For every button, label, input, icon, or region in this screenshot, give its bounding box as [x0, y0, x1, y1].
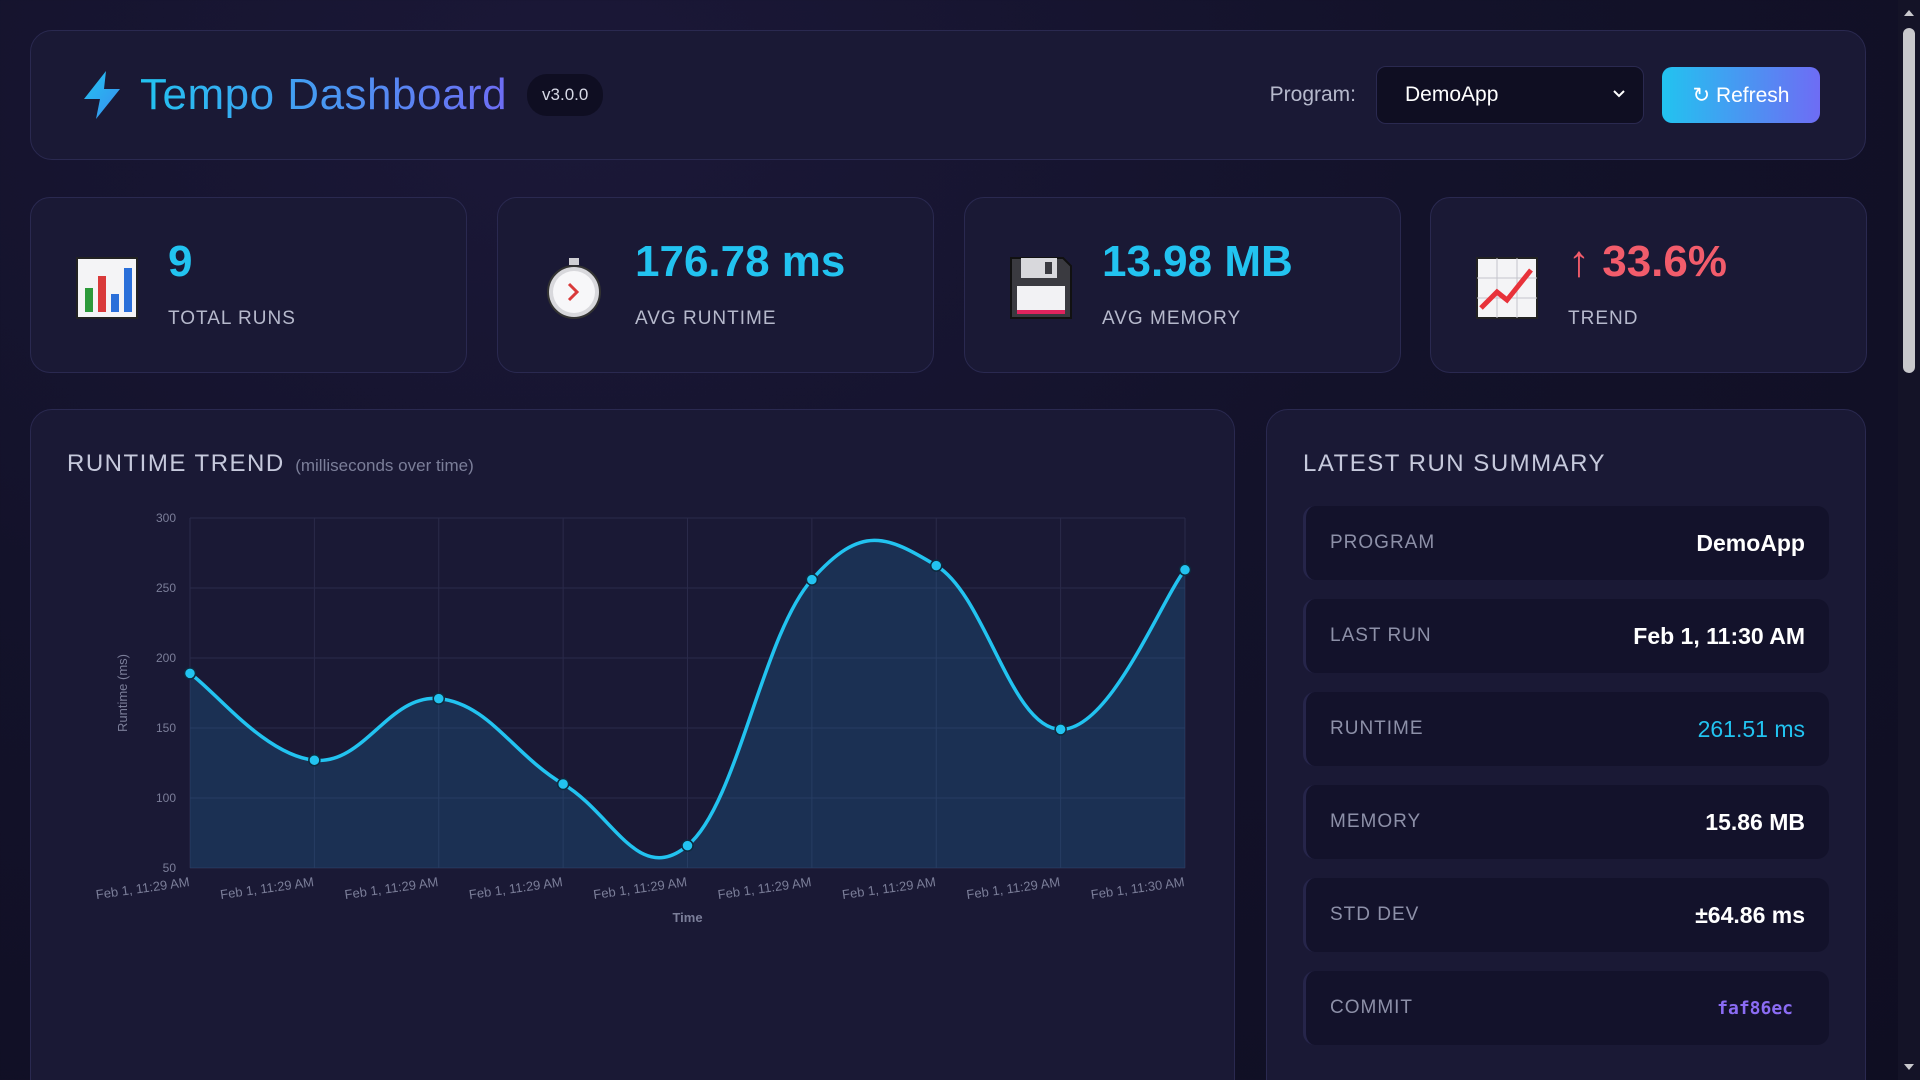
program-select-value: DemoApp — [1405, 83, 1499, 106]
summary-row-last-run: LAST RUN Feb 1, 11:30 AM — [1303, 599, 1829, 673]
row-value: 15.86 MB — [1705, 808, 1805, 835]
data-point — [1178, 563, 1192, 577]
y-axis-title: Runtime (ms) — [115, 654, 130, 732]
row-label: LAST RUN — [1330, 625, 1432, 646]
stat-card-avg-runtime: 176.78 ms AVG RUNTIME — [497, 197, 934, 373]
stat-value: 9 — [168, 237, 193, 286]
series-line — [188, 538, 1187, 860]
stat-card-total-runs: 9 TOTAL RUNS — [30, 197, 467, 373]
row-value: DemoApp — [1696, 529, 1805, 556]
data-point — [183, 667, 197, 680]
stat-card-trend: ↑ 33.6% TREND — [1430, 197, 1867, 373]
row-value: 261.51 ms — [1697, 715, 1805, 742]
page-scrollbar[interactable] — [1898, 0, 1920, 1080]
data-point — [308, 753, 321, 767]
x-tick-label: Feb 1, 11:29 AM — [841, 874, 937, 902]
stat-label: TREND — [1568, 308, 1639, 329]
stat-card-avg-memory: 13.98 MB AVG MEMORY — [964, 197, 1401, 373]
stopwatch-icon — [547, 258, 601, 319]
scroll-up-arrow-icon[interactable] — [1903, 8, 1915, 18]
app-title: Tempo Dashboard — [140, 70, 508, 119]
summary-title: LATEST RUN SUMMARY — [1303, 450, 1607, 477]
scroll-down-arrow-icon[interactable] — [1903, 1062, 1915, 1072]
commit-hash[interactable]: faf86ec — [1717, 997, 1793, 1019]
summary-row-runtime: RUNTIME 261.51 ms — [1303, 692, 1829, 766]
summary-row-commit: COMMIT faf86ec — [1303, 971, 1829, 1045]
scrollbar-thumb[interactable] — [1903, 28, 1915, 373]
data-point — [930, 559, 943, 572]
y-tick-label: 250 — [156, 581, 176, 595]
x-tick-label: Feb 1, 11:29 AM — [95, 874, 191, 902]
x-tick-label: Feb 1, 11:29 AM — [219, 874, 315, 902]
x-tick-label: Feb 1, 11:29 AM — [592, 874, 688, 902]
x-axis-title: Time — [672, 910, 702, 925]
data-point — [681, 839, 694, 852]
row-label: PROGRAM — [1330, 532, 1436, 553]
row-label: STD DEV — [1330, 904, 1420, 925]
data-point — [805, 573, 819, 586]
row-label: COMMIT — [1330, 997, 1414, 1018]
x-tick-label: Feb 1, 11:30 AM — [1090, 874, 1186, 902]
chevron-down-icon — [1613, 90, 1625, 98]
refresh-button[interactable]: ↻ Refresh — [1662, 67, 1820, 123]
row-label: RUNTIME — [1330, 718, 1424, 739]
program-label: Program: — [1269, 83, 1356, 106]
trend-up-icon — [1476, 257, 1538, 319]
summary-row-program: PROGRAM DemoApp — [1303, 506, 1829, 580]
y-tick-label: 200 — [156, 651, 176, 665]
row-value: Feb 1, 11:30 AM — [1633, 622, 1805, 649]
bar-chart-icon — [76, 257, 138, 319]
program-select[interactable]: DemoApp — [1376, 66, 1644, 124]
x-tick-label: Feb 1, 11:29 AM — [717, 874, 813, 902]
y-tick-label: 300 — [156, 511, 176, 525]
stat-value: 13.98 MB — [1102, 237, 1293, 286]
stat-label: AVG RUNTIME — [635, 308, 777, 329]
stat-label: AVG MEMORY — [1102, 308, 1242, 329]
floppy-disk-icon — [1010, 257, 1072, 319]
row-value: ±64.86 ms — [1695, 901, 1805, 928]
chart-header: RUNTIME TREND (milliseconds over time) — [67, 450, 474, 478]
y-tick-label: 150 — [156, 721, 176, 735]
runtime-trend-panel: RUNTIME TREND (milliseconds over time) 3… — [30, 409, 1235, 1080]
data-point — [432, 692, 445, 705]
header-controls: Program: DemoApp ↻ Refresh — [1270, 66, 1820, 124]
refresh-button-label: ↻ Refresh — [1692, 83, 1790, 107]
stat-label: TOTAL RUNS — [168, 308, 296, 329]
summary-row-memory: MEMORY 15.86 MB — [1303, 785, 1829, 859]
data-point — [556, 777, 570, 791]
chart-title: RUNTIME TREND — [67, 450, 285, 477]
series-area-fill — [190, 540, 1185, 868]
latest-run-summary-panel: LATEST RUN SUMMARY PROGRAM DemoApp LAST … — [1266, 409, 1866, 1080]
header-bar: Tempo Dashboard v3.0.0 Program: DemoApp … — [30, 30, 1866, 160]
chart-subtitle: (milliseconds over time) — [295, 456, 474, 475]
x-tick-label: Feb 1, 11:29 AM — [468, 874, 564, 902]
summary-rows: PROGRAM DemoApp LAST RUN Feb 1, 11:30 AM… — [1303, 506, 1829, 1045]
y-tick-label: 100 — [156, 791, 176, 805]
version-badge: v3.0.0 — [527, 74, 604, 116]
stat-value: 176.78 ms — [635, 237, 846, 286]
x-tick-label: Feb 1, 11:29 AM — [344, 874, 440, 902]
summary-row-std-dev: STD DEV ±64.86 ms — [1303, 878, 1829, 952]
data-point — [1054, 723, 1067, 736]
y-tick-label: 50 — [163, 861, 177, 875]
row-label: MEMORY — [1330, 811, 1422, 832]
lightning-bolt-icon — [84, 71, 120, 119]
stat-value: ↑ 33.6% — [1568, 237, 1727, 286]
x-tick-label: Feb 1, 11:29 AM — [965, 874, 1061, 902]
